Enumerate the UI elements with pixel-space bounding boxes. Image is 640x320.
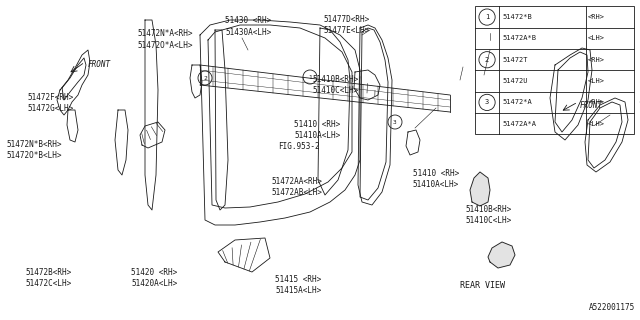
Text: 51472A*B: 51472A*B (502, 36, 536, 41)
Text: 51472N*B<RH>: 51472N*B<RH> (6, 140, 62, 149)
Text: 51477D<RH>: 51477D<RH> (323, 15, 369, 24)
Text: 51472G<LH>: 51472G<LH> (28, 104, 74, 113)
Text: 51472*A: 51472*A (502, 100, 532, 105)
Text: 51430A<LH>: 51430A<LH> (225, 28, 271, 37)
Text: 51472C<LH>: 51472C<LH> (26, 279, 72, 288)
Polygon shape (470, 172, 490, 206)
Text: 51472AA<RH>: 51472AA<RH> (271, 177, 322, 186)
Text: 51477E<LH>: 51477E<LH> (323, 26, 369, 35)
Text: 2: 2 (203, 76, 207, 81)
Text: 51410A<LH>: 51410A<LH> (294, 131, 340, 140)
Text: 51472A*A: 51472A*A (502, 121, 536, 127)
Text: 51472N*A<RH>: 51472N*A<RH> (138, 29, 193, 38)
Text: 1: 1 (485, 14, 489, 20)
Polygon shape (488, 242, 515, 268)
Text: 51410B<RH>: 51410B<RH> (312, 75, 358, 84)
Text: 51410 <RH>: 51410 <RH> (413, 169, 459, 178)
Text: 51472U: 51472U (502, 78, 528, 84)
Text: REAR VIEW: REAR VIEW (460, 281, 504, 290)
Text: <LH>: <LH> (588, 36, 605, 41)
Text: FRONT: FRONT (580, 100, 603, 109)
Text: 51472F<RH>: 51472F<RH> (28, 93, 74, 102)
Text: 51420A<LH>: 51420A<LH> (131, 279, 177, 288)
Text: 51472B<RH>: 51472B<RH> (26, 268, 72, 277)
Text: 51410A<LH>: 51410A<LH> (413, 180, 459, 189)
Text: 51410C<LH>: 51410C<LH> (312, 86, 358, 95)
Text: <RH>: <RH> (588, 14, 605, 20)
Text: 51472O*A<LH>: 51472O*A<LH> (138, 41, 193, 50)
Text: 51472AB<LH>: 51472AB<LH> (271, 188, 322, 197)
Text: 51410C<LH>: 51410C<LH> (466, 216, 512, 225)
Text: <RH>: <RH> (588, 100, 605, 105)
Text: 51415A<LH>: 51415A<LH> (275, 286, 321, 295)
Text: <RH>: <RH> (588, 57, 605, 63)
Text: A522001175: A522001175 (589, 303, 635, 312)
Text: 51420 <RH>: 51420 <RH> (131, 268, 177, 277)
Text: 51472O*B<LH>: 51472O*B<LH> (6, 151, 62, 160)
Text: 51430 <RH>: 51430 <RH> (225, 16, 271, 25)
Text: 1: 1 (308, 75, 312, 79)
Text: 51410 <RH>: 51410 <RH> (294, 120, 340, 129)
Bar (475, 6, 634, 134)
Text: 3: 3 (485, 100, 489, 105)
Text: <LH>: <LH> (588, 78, 605, 84)
Text: FRONT: FRONT (88, 60, 111, 68)
Text: <LH>: <LH> (588, 121, 605, 127)
Text: 51472T: 51472T (502, 57, 528, 63)
Text: 3: 3 (393, 119, 397, 124)
Text: 2: 2 (485, 57, 489, 63)
Text: 51415 <RH>: 51415 <RH> (275, 275, 321, 284)
Text: 51410B<RH>: 51410B<RH> (466, 205, 512, 214)
Text: FIG.953-2: FIG.953-2 (278, 142, 320, 151)
Text: 51472*B: 51472*B (502, 14, 532, 20)
